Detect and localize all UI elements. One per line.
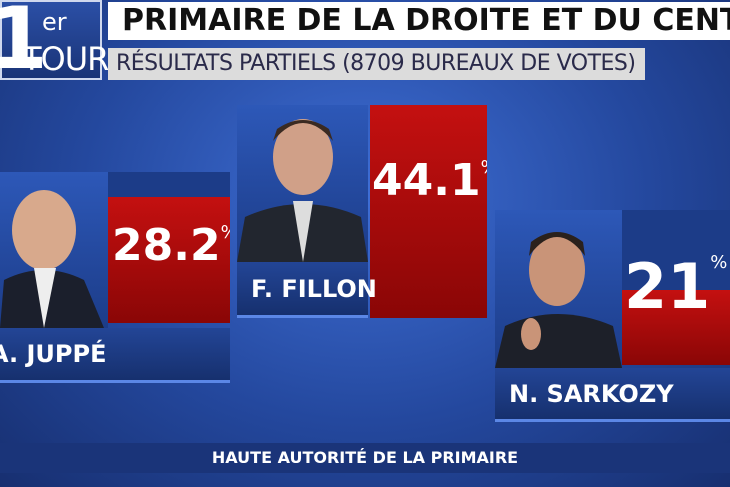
round-label: TOUR bbox=[22, 40, 109, 78]
score: 28.2% bbox=[112, 220, 230, 271]
score-unit: % bbox=[221, 222, 230, 243]
subtitle: RÉSULTATS PARTIELS (8709 BUREAUX DE VOTE… bbox=[108, 48, 645, 80]
score-fill bbox=[370, 105, 487, 318]
title: PRIMAIRE DE LA DROITE ET DU CENTRE bbox=[108, 2, 730, 40]
score-panel: 28.2% bbox=[108, 172, 230, 323]
score-fill bbox=[108, 197, 230, 323]
score: 44.1% bbox=[372, 155, 487, 206]
candidate-name: A. JUPPÉ bbox=[0, 328, 230, 383]
footer: HAUTE AUTORITÉ DE LA PRIMAIRE bbox=[0, 443, 730, 473]
round-badge: 1 er TOUR bbox=[0, 0, 109, 89]
score-value: 28.2 bbox=[112, 220, 221, 271]
score: 21% bbox=[624, 250, 727, 323]
round-number: 1 bbox=[0, 0, 48, 89]
score-value: 21 bbox=[624, 250, 711, 323]
score-unit: % bbox=[710, 252, 728, 273]
candidate-photo bbox=[237, 105, 368, 262]
score-fill bbox=[622, 290, 730, 365]
portrait bbox=[237, 119, 368, 262]
candidate-name: F. FILLON bbox=[237, 262, 377, 318]
score-panel: 21% bbox=[622, 210, 730, 365]
candidate-photo bbox=[495, 210, 622, 368]
candidate-name: N. SARKOZY bbox=[495, 368, 730, 422]
candidate-photo bbox=[0, 172, 108, 328]
score-panel: 44.1% bbox=[370, 105, 487, 318]
portrait bbox=[495, 232, 622, 368]
round-suffix: er bbox=[42, 8, 67, 36]
portrait bbox=[0, 190, 104, 328]
score-value: 44.1 bbox=[372, 155, 481, 206]
score-unit: % bbox=[481, 157, 487, 178]
